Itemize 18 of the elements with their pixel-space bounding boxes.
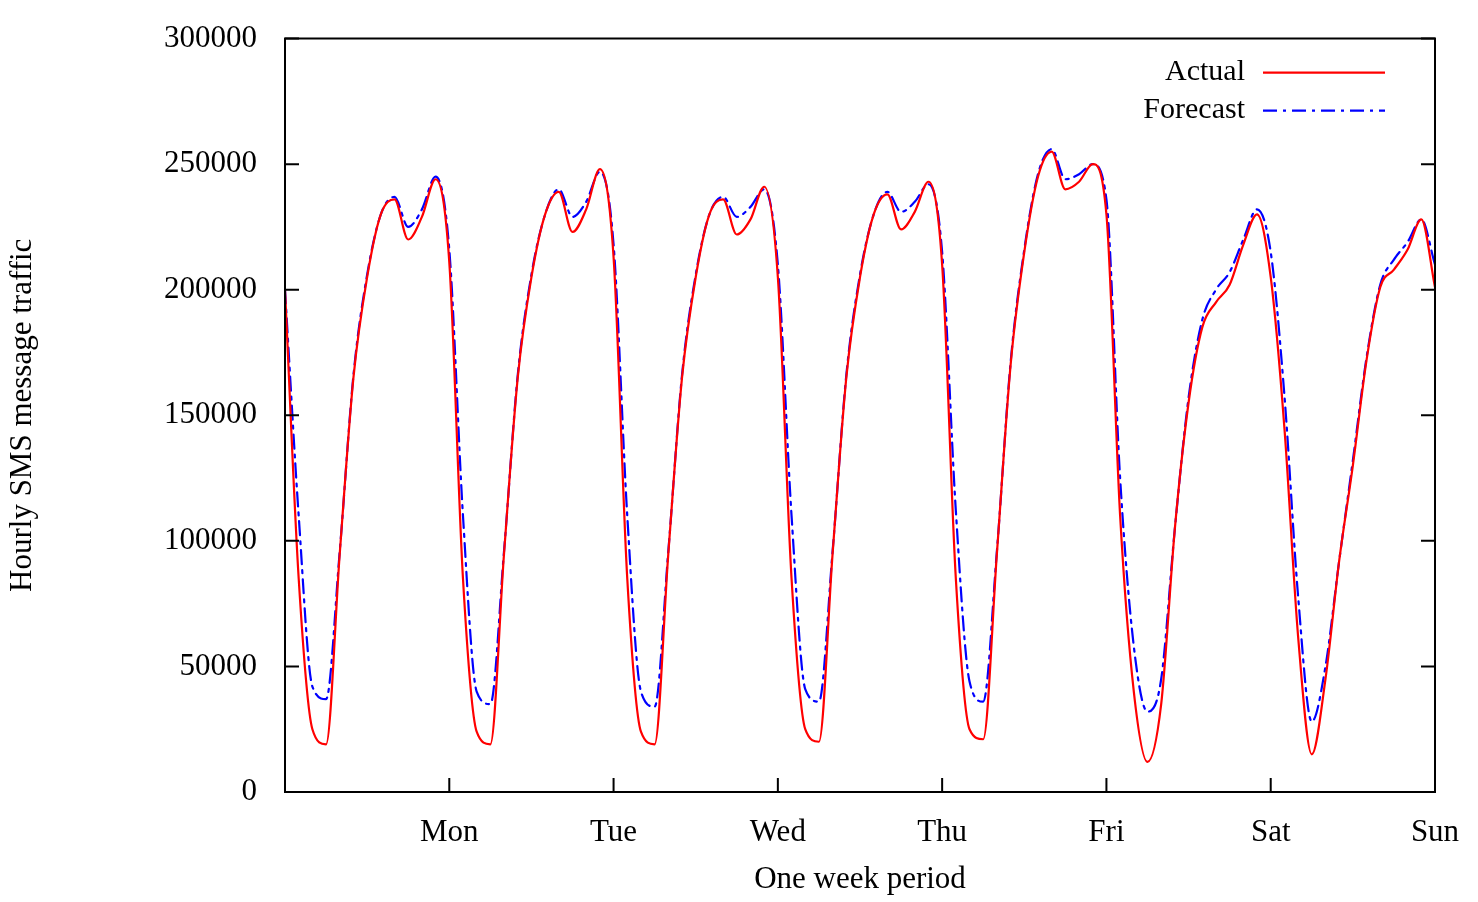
y-tick-label: 0 — [241, 772, 257, 808]
y-tick-label: 300000 — [164, 18, 257, 54]
x-tick-label: Fri — [1088, 812, 1125, 848]
x-tick-label: Sat — [1250, 812, 1291, 848]
x-tick-label: Mon — [420, 812, 480, 848]
x-axis-title: One week period — [754, 859, 967, 895]
y-tick-label: 50000 — [179, 646, 257, 682]
legend-label: Actual — [1165, 53, 1245, 87]
x-tick-label: Sun — [1410, 812, 1460, 848]
legend-label: Forecast — [1143, 91, 1246, 125]
y-axis-title: Hourly SMS message traffic — [2, 238, 38, 592]
x-tick-label: Thu — [917, 812, 968, 848]
y-tick-label: 100000 — [164, 521, 257, 557]
y-tick-label: 150000 — [164, 395, 257, 431]
x-tick-label: Wed — [749, 812, 807, 848]
x-tick-label: Tue — [590, 812, 638, 848]
y-tick-label: 250000 — [164, 144, 257, 180]
y-tick-label: 200000 — [164, 269, 257, 305]
